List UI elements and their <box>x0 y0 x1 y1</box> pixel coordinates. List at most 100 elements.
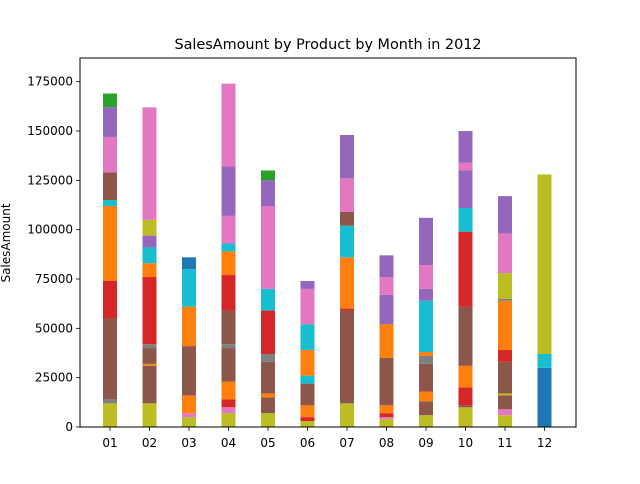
bar-segment-07-7 <box>340 178 354 212</box>
bar-segment-10-1 <box>458 407 473 427</box>
bar-segment-02-6 <box>142 277 157 345</box>
y-tick-label-50000: 50000 <box>35 321 73 335</box>
bar-segment-11-5 <box>498 361 512 394</box>
bar-segment-05-4 <box>261 361 275 394</box>
bar-segment-01-9 <box>103 107 117 137</box>
bar-segment-04-10 <box>221 243 236 252</box>
bar-segment-04-8 <box>221 275 236 311</box>
bar-segment-01-2 <box>103 399 117 404</box>
bar-segment-12-2 <box>537 353 552 368</box>
bar-segment-11-11 <box>498 196 512 234</box>
bar-segment-09-3 <box>419 391 433 402</box>
plot-frame <box>79 57 577 428</box>
bar-segment-08-7 <box>379 294 394 325</box>
bar-segment-06-1 <box>300 421 315 427</box>
bar-stack-07 <box>340 134 354 427</box>
bar-segment-04-12 <box>221 166 236 216</box>
chart-title: SalesAmount by Product by Month in 2012 <box>174 37 481 53</box>
bar-segment-10-3 <box>458 387 473 406</box>
bar-stack-01 <box>103 93 117 427</box>
bar-segment-03-7 <box>182 257 196 270</box>
bar-stack-10 <box>458 131 473 427</box>
bar-segment-09-8 <box>419 288 433 301</box>
y-tick-label-175000: 175000 <box>27 75 73 89</box>
bar-segment-10-5 <box>458 306 473 366</box>
bar-segment-04-2 <box>221 407 236 414</box>
bar-segment-05-10 <box>261 170 275 181</box>
bar-segment-04-5 <box>221 348 236 382</box>
bar-stack-11 <box>498 196 512 427</box>
x-tick-label-10: 10 <box>458 436 473 450</box>
bar-segment-04-7 <box>221 310 236 345</box>
bar-segment-09-1 <box>419 415 433 427</box>
bar-segment-06-4 <box>300 383 315 406</box>
bar-segment-01-6 <box>103 200 117 206</box>
bar-segment-07-1 <box>340 403 354 427</box>
x-tick-label-11: 11 <box>497 436 512 450</box>
bar-segment-01-7 <box>103 172 117 201</box>
bar-segment-10-6 <box>458 231 473 307</box>
bar-segment-06-7 <box>300 324 315 351</box>
bar-segment-06-8 <box>300 288 315 325</box>
bar-segment-04-11 <box>221 215 236 244</box>
bar-segment-01-4 <box>103 280 117 319</box>
bar-segment-02-9 <box>142 235 157 248</box>
x-tick-label-05: 05 <box>260 436 275 450</box>
x-tick-label-03: 03 <box>181 436 196 450</box>
bar-segment-10-8 <box>458 170 473 208</box>
bar-segment-01-10 <box>103 93 117 108</box>
bar-segment-11-9 <box>498 273 512 299</box>
bar-segment-04-6 <box>221 344 236 349</box>
x-axis: 01 02 03 04 05 06 07 08 09 10 11 12 <box>102 427 552 450</box>
bar-segment-09-9 <box>419 265 433 289</box>
bar-segment-05-5 <box>261 353 275 362</box>
bar-segment-07-4 <box>340 257 354 309</box>
bar-segment-02-1 <box>142 403 157 427</box>
y-axis-label: SalesAmount <box>0 203 13 282</box>
bar-segment-04-3 <box>221 399 236 408</box>
bar-segment-12-3 <box>537 174 552 354</box>
bar-stack-08 <box>379 255 394 427</box>
bar-segment-05-6 <box>261 310 275 354</box>
bar-segment-12-1 <box>537 367 552 427</box>
bar-stack-04 <box>221 83 236 427</box>
bar-segment-09-5 <box>419 355 433 364</box>
bar-segment-03-2 <box>182 413 196 418</box>
bar-segment-04-1 <box>221 413 236 427</box>
y-tick-label-75000: 75000 <box>35 272 73 286</box>
bar-segment-02-8 <box>142 247 157 264</box>
bar-stack-09 <box>419 217 433 427</box>
bar-segment-04-13 <box>221 83 236 167</box>
bar-segment-10-10 <box>458 131 473 163</box>
bar-segment-06-6 <box>300 350 315 376</box>
bar-segment-08-5 <box>379 357 394 406</box>
bar-segment-08-3 <box>379 413 394 418</box>
bar-segment-02-3 <box>142 363 157 366</box>
y-tick-label-0: 0 <box>65 420 73 434</box>
x-tick-label-07: 07 <box>339 436 354 450</box>
bar-segment-05-1 <box>261 413 275 427</box>
bar-stack-12 <box>537 174 552 427</box>
y-tick-label-100000: 100000 <box>27 223 73 237</box>
bar-segment-09-4 <box>419 363 433 392</box>
bar-segment-03-3 <box>182 395 196 414</box>
bar-segment-01-3 <box>103 318 117 400</box>
bar-segment-11-3 <box>498 395 512 410</box>
bar-segment-06-2 <box>300 417 315 422</box>
bar-segment-02-2 <box>142 365 157 404</box>
x-tick-label-02: 02 <box>142 436 157 450</box>
bar-segment-11-7 <box>498 300 512 351</box>
bar-segment-11-10 <box>498 233 512 274</box>
bar-segment-01-8 <box>103 136 117 173</box>
y-tick-label-25000: 25000 <box>35 371 73 385</box>
x-tick-label-04: 04 <box>221 436 236 450</box>
bar-segment-09-2 <box>419 401 433 416</box>
bar-stack-06 <box>300 280 315 427</box>
bar-segment-11-4 <box>498 393 512 396</box>
bar-segment-03-1 <box>182 417 196 427</box>
bar-segment-07-3 <box>340 308 354 311</box>
bar-segment-08-1 <box>379 419 394 427</box>
bar-segment-10-2 <box>458 405 473 408</box>
